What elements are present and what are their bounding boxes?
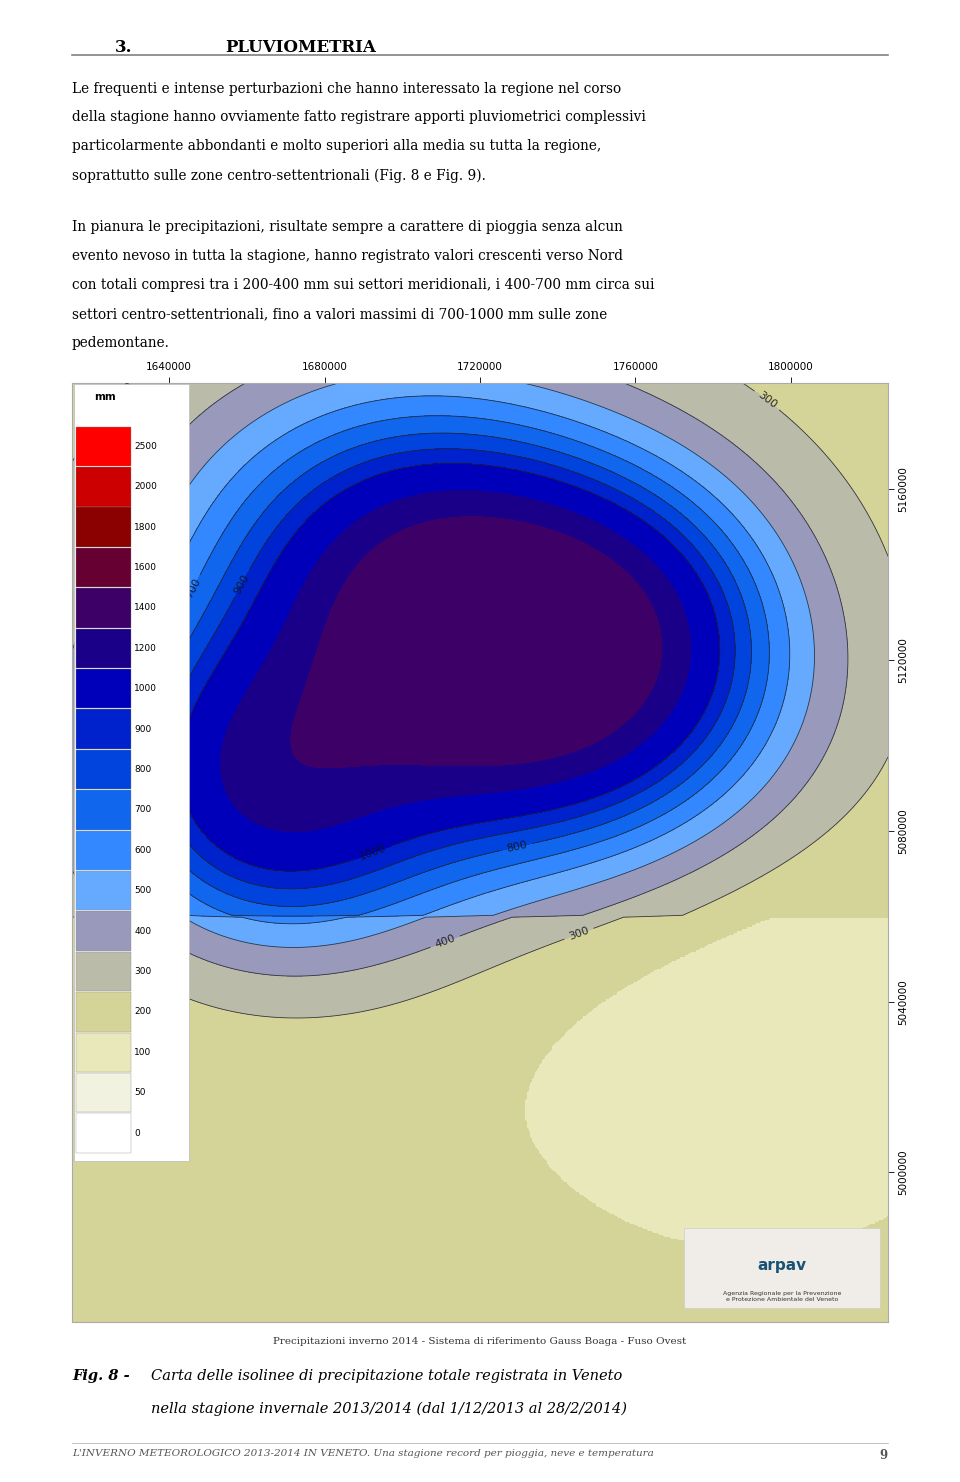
Text: 200: 200 xyxy=(134,1008,152,1017)
Text: 700: 700 xyxy=(183,576,203,600)
Text: della stagione hanno ovviamente fatto registrare apporti pluviometrici complessi: della stagione hanno ovviamente fatto re… xyxy=(72,111,646,124)
Text: nella stagione invernale 2013/2014 (dal 1/12/2013 al 28/2/2014): nella stagione invernale 2013/2014 (dal … xyxy=(151,1402,627,1417)
Text: 2000: 2000 xyxy=(134,482,157,491)
Text: 500: 500 xyxy=(134,886,152,895)
Bar xyxy=(76,1033,132,1071)
Text: mm: mm xyxy=(94,391,116,402)
Bar xyxy=(76,1113,132,1153)
Bar xyxy=(76,830,132,870)
Text: particolarmente abbondanti e molto superiori alla media su tutta la regione,: particolarmente abbondanti e molto super… xyxy=(72,139,601,153)
Bar xyxy=(76,871,132,910)
Text: 50: 50 xyxy=(134,1088,146,1097)
Text: Agenzia Regionale per la Prevenzione
e Protezione Ambientale del Veneto: Agenzia Regionale per la Prevenzione e P… xyxy=(723,1291,841,1303)
Bar xyxy=(76,548,132,587)
Bar xyxy=(76,1073,132,1113)
Text: 300: 300 xyxy=(113,379,135,402)
Text: 900: 900 xyxy=(134,725,152,734)
Text: soprattutto sulle zone centro-settentrionali (Fig. 8 e Fig. 9).: soprattutto sulle zone centro-settentrio… xyxy=(72,169,486,182)
Text: 100: 100 xyxy=(134,1048,152,1057)
Bar xyxy=(76,588,132,628)
Text: 0: 0 xyxy=(134,1129,140,1138)
Bar xyxy=(76,911,132,951)
Text: 400: 400 xyxy=(433,934,457,950)
Text: evento nevoso in tutta la stagione, hanno registrato valori crescenti verso Nord: evento nevoso in tutta la stagione, hann… xyxy=(72,249,623,264)
Text: 600: 600 xyxy=(134,846,152,855)
Text: 1400: 1400 xyxy=(134,603,157,612)
Text: 800: 800 xyxy=(134,765,152,774)
Text: 900: 900 xyxy=(232,572,252,596)
Text: 1800: 1800 xyxy=(134,523,157,532)
Text: 600: 600 xyxy=(143,606,161,628)
Text: 300: 300 xyxy=(756,390,779,411)
Text: 500: 500 xyxy=(124,584,141,606)
Text: 300: 300 xyxy=(134,968,152,977)
Bar xyxy=(76,427,132,467)
Text: Fig. 8 -: Fig. 8 - xyxy=(72,1369,134,1383)
Text: 700: 700 xyxy=(134,805,152,815)
Bar xyxy=(76,951,132,991)
Bar xyxy=(684,1229,879,1307)
Bar xyxy=(76,710,132,748)
Text: 400: 400 xyxy=(134,926,152,935)
Text: PLUVIOMETRIA: PLUVIOMETRIA xyxy=(226,39,376,55)
Text: con totali compresi tra i 200-400 mm sui settori meridionali, i 400-700 mm circa: con totali compresi tra i 200-400 mm sui… xyxy=(72,279,655,292)
Bar xyxy=(76,750,132,790)
Text: 9: 9 xyxy=(880,1449,888,1463)
Bar xyxy=(76,790,132,830)
Text: 1000: 1000 xyxy=(358,843,388,863)
Text: pedemontane.: pedemontane. xyxy=(72,336,170,350)
Text: L'INVERNO METEOROLOGICO 2013-2014 IN VENETO. Una stagione record per pioggia, ne: L'INVERNO METEOROLOGICO 2013-2014 IN VEN… xyxy=(72,1449,654,1458)
Text: settori centro-settentrionali, fino a valori massimi di 700-1000 mm sulle zone: settori centro-settentrionali, fino a va… xyxy=(72,307,608,322)
Text: Le frequenti e intense perturbazioni che hanno interessato la regione nel corso: Le frequenti e intense perturbazioni che… xyxy=(72,82,621,95)
Text: 800: 800 xyxy=(505,840,528,854)
Text: In pianura le precipitazioni, risultate sempre a carattere di pioggia senza alcu: In pianura le precipitazioni, risultate … xyxy=(72,221,623,234)
Bar xyxy=(76,467,132,507)
Text: 300: 300 xyxy=(567,925,590,943)
Text: 1600: 1600 xyxy=(134,563,157,572)
Text: 1000: 1000 xyxy=(134,685,157,694)
Bar xyxy=(75,384,189,1162)
Text: 2500: 2500 xyxy=(134,442,157,451)
Bar xyxy=(76,507,132,547)
Text: 1200: 1200 xyxy=(134,643,157,654)
Text: 3.: 3. xyxy=(115,39,132,55)
Text: 400: 400 xyxy=(88,574,106,597)
Text: arpav: arpav xyxy=(757,1258,806,1273)
Bar xyxy=(76,993,132,1031)
Text: Carta delle isolinee di precipitazione totale registrata in Veneto: Carta delle isolinee di precipitazione t… xyxy=(151,1369,622,1383)
Text: Precipitazioni inverno 2014 - Sistema di riferimento Gauss Boaga - Fuso Ovest: Precipitazioni inverno 2014 - Sistema di… xyxy=(274,1337,686,1346)
Bar xyxy=(76,628,132,668)
Bar xyxy=(76,668,132,708)
